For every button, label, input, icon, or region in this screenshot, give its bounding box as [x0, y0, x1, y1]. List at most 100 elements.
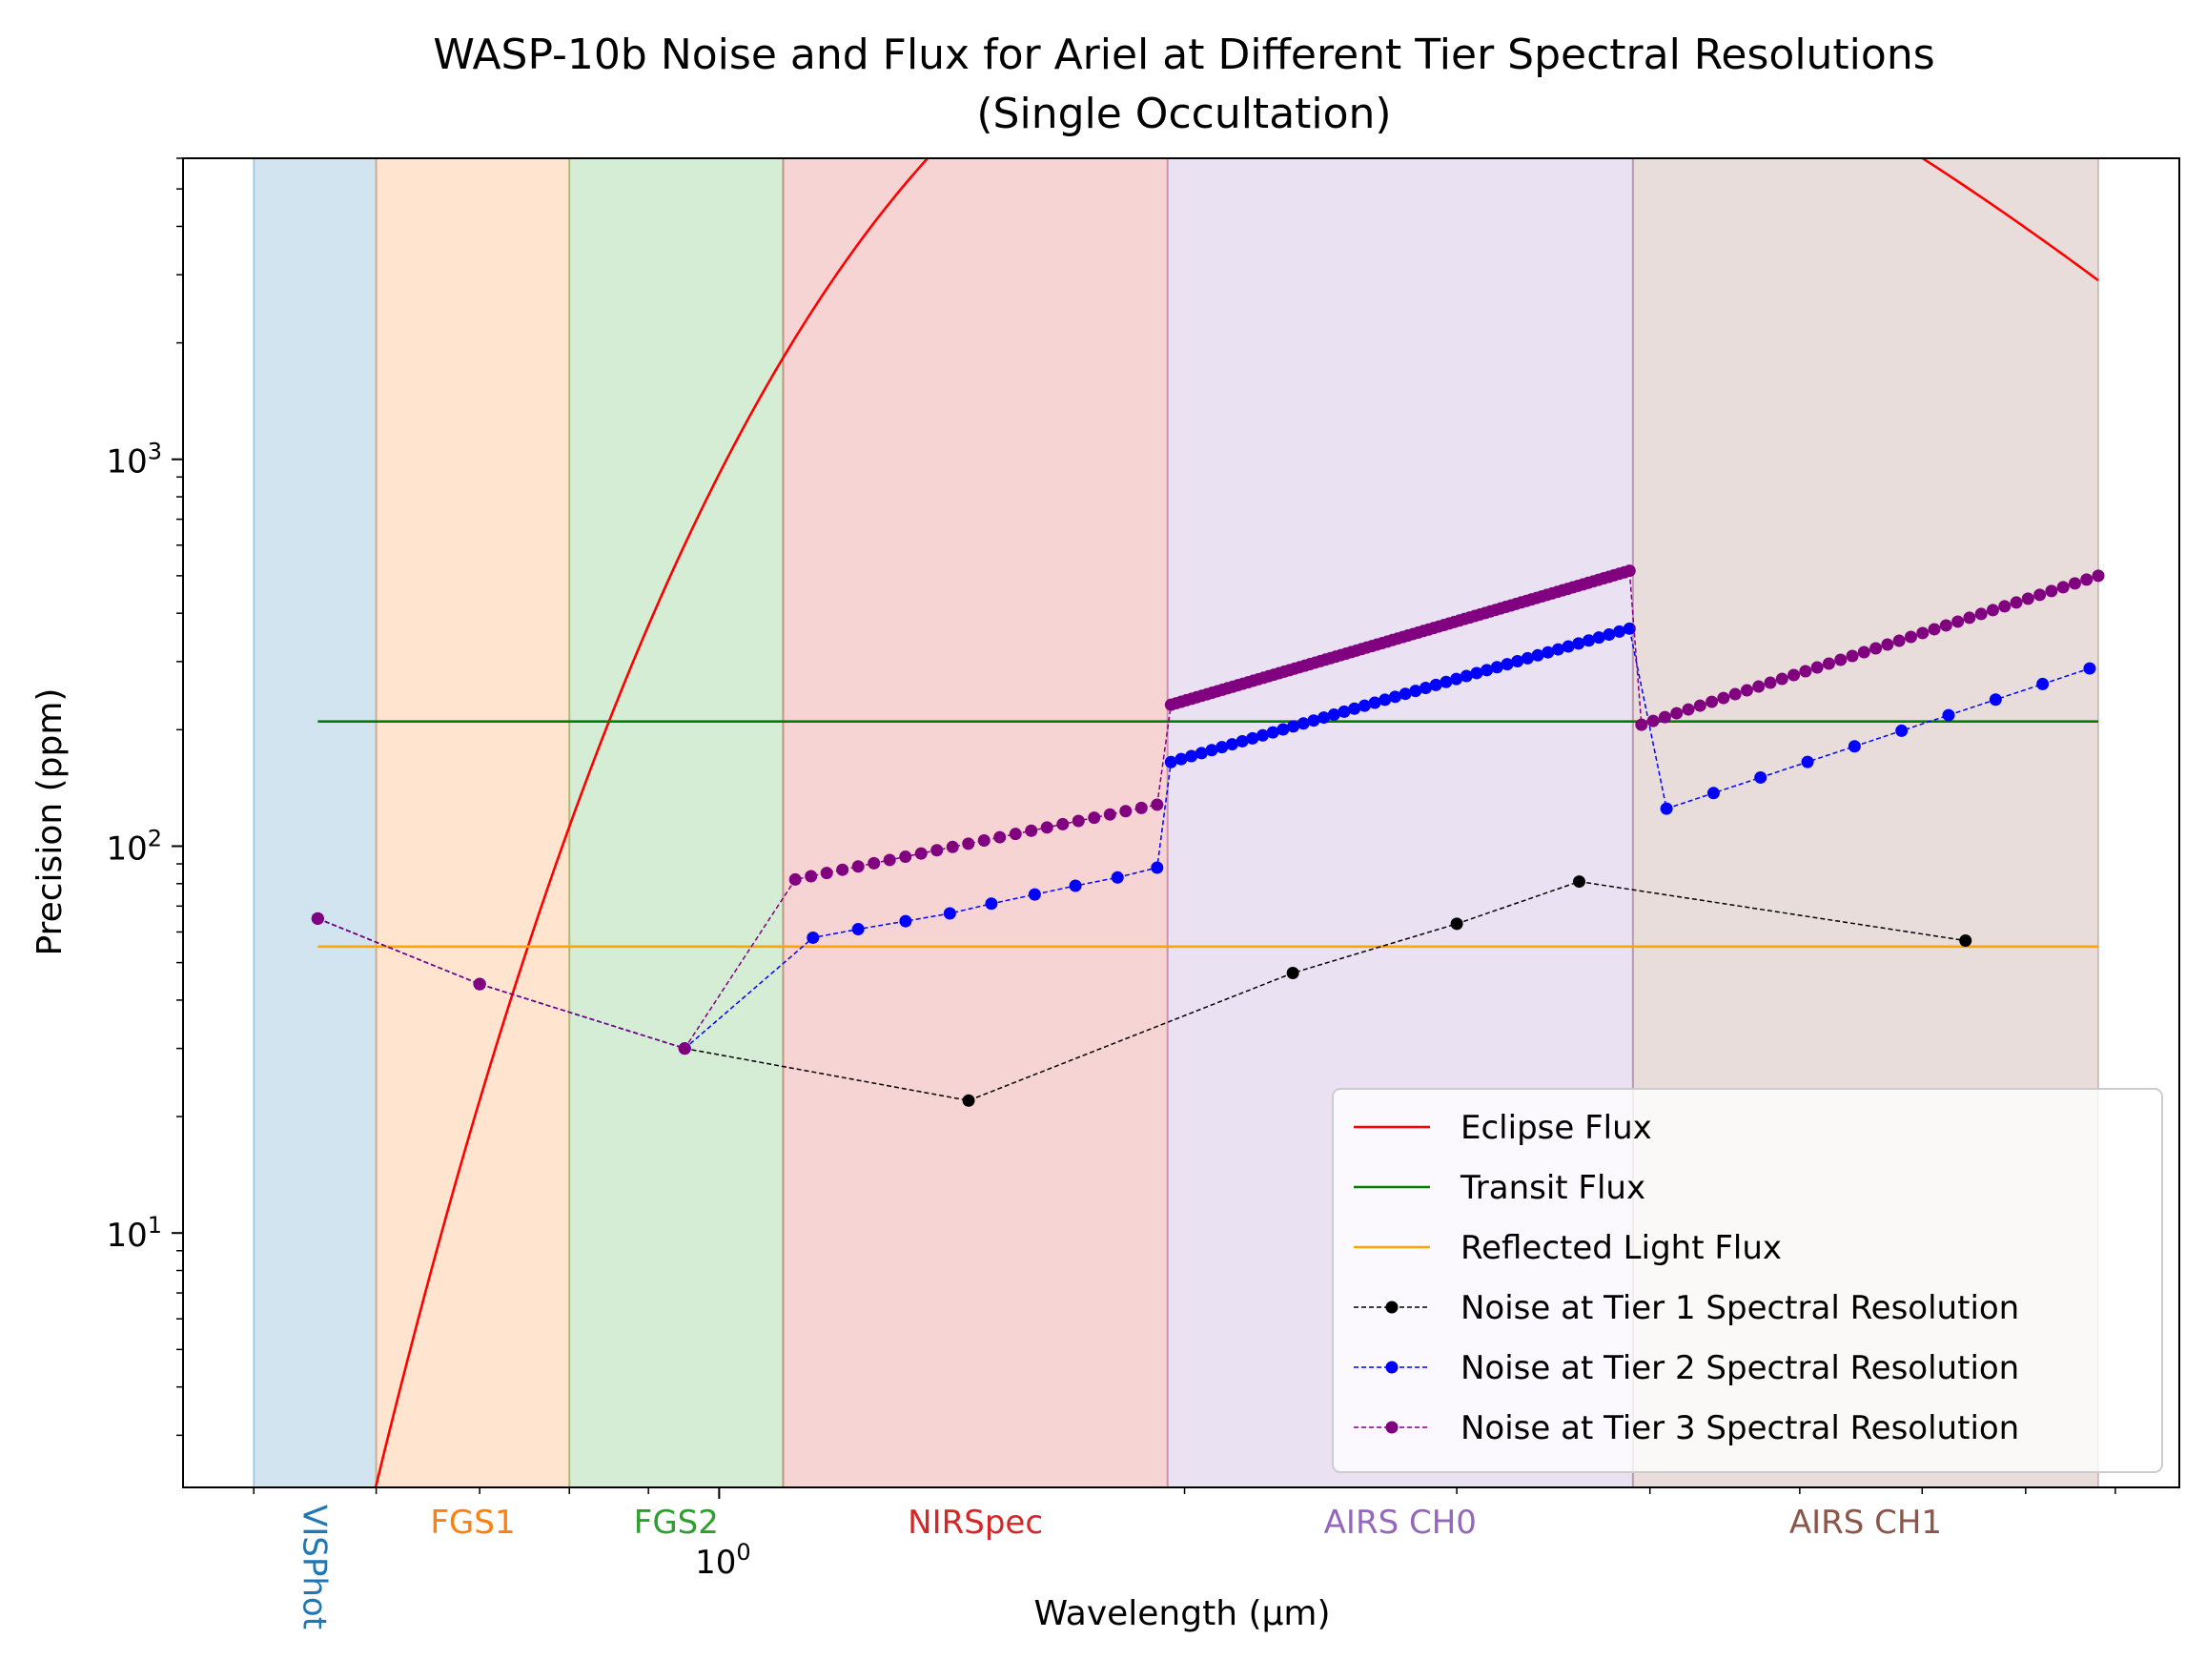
- data-point: [1266, 726, 1279, 739]
- data-point: [1754, 770, 1767, 784]
- data-point: [1822, 657, 1835, 670]
- data-point: [1388, 690, 1401, 704]
- plot-frame: [182, 157, 2180, 1488]
- data-point: [1646, 714, 1660, 727]
- series-layer: [311, 158, 2105, 1487]
- legend: Eclipse Flux Transit Flux Reflected Light …: [1332, 1088, 2163, 1473]
- band-label-fgs2: FGS2: [634, 1504, 719, 1542]
- data-point: [1895, 724, 1909, 737]
- data-point: [1551, 643, 1564, 656]
- data-point: [1959, 934, 1972, 948]
- data-point: [1440, 675, 1453, 688]
- data-point: [1572, 637, 1585, 650]
- data-point: [1752, 680, 1766, 693]
- data-point: [1834, 653, 1848, 666]
- data-point: [1338, 705, 1351, 718]
- data-point: [1420, 682, 1432, 694]
- band-label-nirspec: NIRSpec: [908, 1504, 1043, 1542]
- band-nirspec: [783, 158, 1168, 1487]
- data-point: [1028, 888, 1041, 901]
- data-point: [1286, 967, 1299, 979]
- data-point: [1857, 645, 1870, 659]
- data-point: [1151, 798, 1164, 811]
- series-noise-at-tier-2-spectral-resolution: [311, 622, 2096, 1055]
- data-point: [1236, 734, 1249, 748]
- data-point: [1531, 648, 1544, 662]
- band-visphot: [254, 158, 377, 1487]
- data-point: [2056, 581, 2070, 594]
- data-point: [868, 856, 881, 870]
- data-point: [2068, 577, 2081, 590]
- data-point: [1040, 821, 1053, 834]
- legend-item-noise-at-tier-1-spectral-resolution: Noise at Tier 1 Spectral Resolution: [1354, 1289, 2019, 1327]
- data-point: [1998, 600, 2012, 613]
- series-eclipse-flux: [374, 158, 2099, 1487]
- data-point: [1942, 708, 1955, 722]
- data-point: [1195, 747, 1208, 760]
- data-point: [1072, 814, 1085, 828]
- legend-label: Reflected Light Flux: [1460, 1229, 1782, 1267]
- data-point: [1881, 638, 1894, 651]
- data-point: [1740, 684, 1753, 697]
- legend-item-transit-flux: Transit Flux: [1354, 1169, 1645, 1207]
- data-point: [788, 872, 802, 886]
- data-point: [1009, 828, 1022, 841]
- data-point: [311, 912, 324, 925]
- legend-label: Noise at Tier 1 Spectral Resolution: [1460, 1289, 2019, 1327]
- chart-title-line-2: (Single Occultation): [976, 90, 1391, 138]
- band-fgs1: [376, 158, 570, 1487]
- data-point: [1728, 687, 1742, 701]
- y-tick-label-1000: 103: [106, 439, 162, 481]
- data-point: [807, 931, 820, 944]
- data-point: [1111, 871, 1124, 884]
- data-point: [1358, 699, 1371, 712]
- data-point: [1542, 645, 1555, 659]
- legend-marker: [1385, 1421, 1399, 1434]
- data-point: [805, 870, 818, 883]
- legend-item-reflected-light-flux: Reflected Light Flux: [1354, 1229, 1782, 1267]
- data-point: [1511, 655, 1524, 668]
- data-point: [1635, 718, 1648, 731]
- data-point: [1460, 669, 1473, 683]
- legend-label: Noise at Tier 3 Spectral Resolution: [1460, 1409, 2019, 1447]
- data-point: [1450, 917, 1463, 931]
- data-point: [1583, 634, 1595, 647]
- chart-title-line-1: WASP-10b Noise and Flux for Ariel at Dif…: [433, 31, 1934, 79]
- legend-label: Noise at Tier 2 Spectral Resolution: [1460, 1349, 2019, 1387]
- data-point: [1706, 695, 1719, 708]
- data-point: [1963, 611, 1976, 625]
- data-point: [678, 1042, 691, 1055]
- data-point: [1151, 861, 1164, 874]
- data-point: [1623, 622, 1636, 635]
- legend-label: Transit Flux: [1460, 1169, 1645, 1207]
- data-point: [2092, 569, 2105, 583]
- data-point: [1603, 628, 1616, 642]
- data-point: [1562, 640, 1575, 653]
- data-point: [930, 844, 944, 857]
- data-point: [1088, 811, 1101, 825]
- data-point: [1764, 676, 1777, 689]
- legend-marker: [1385, 1361, 1399, 1374]
- data-point: [2080, 573, 2094, 586]
- data-point: [1450, 672, 1463, 686]
- data-point: [1892, 634, 1906, 647]
- data-point: [1670, 707, 1684, 720]
- band-label-visphot: VISPhot: [295, 1505, 333, 1629]
- data-point: [1613, 625, 1626, 638]
- data-point: [1916, 626, 1930, 640]
- band-label-airs-ch1: AIRS CH1: [1789, 1504, 1942, 1542]
- series-noise-at-tier-3-spectral-resolution: [311, 564, 2105, 1055]
- data-point: [820, 867, 833, 880]
- data-point: [1225, 738, 1238, 751]
- data-point: [1056, 817, 1070, 830]
- data-point: [1775, 672, 1788, 686]
- data-point: [1297, 717, 1310, 730]
- data-point: [2033, 588, 2047, 602]
- data-point: [1717, 691, 1730, 705]
- data-point: [1573, 875, 1585, 889]
- axis-ticks: 101 102 103 100: [106, 157, 2116, 1582]
- data-point: [1256, 728, 1269, 742]
- data-point: [1939, 619, 1952, 632]
- data-point: [836, 863, 849, 876]
